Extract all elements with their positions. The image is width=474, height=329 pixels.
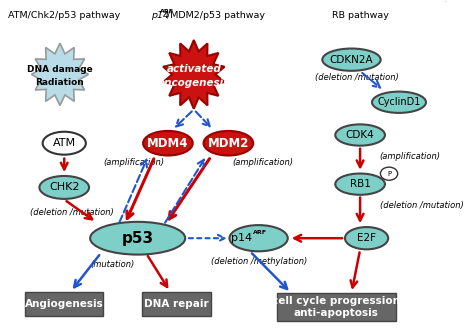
Ellipse shape [335,124,385,146]
Text: RB pathway: RB pathway [332,11,389,20]
Text: Radiation: Radiation [36,78,84,87]
Text: ARF: ARF [160,9,174,14]
Polygon shape [163,40,225,109]
Text: Angiogenesis: Angiogenesis [25,299,104,309]
Ellipse shape [345,227,388,249]
Text: p53: p53 [122,231,154,246]
Ellipse shape [229,225,288,251]
Text: ATM: ATM [53,138,76,148]
Text: ATM/Chk2/p53 pathway: ATM/Chk2/p53 pathway [8,11,120,20]
FancyBboxPatch shape [25,291,103,316]
Text: (deletion /mutation): (deletion /mutation) [30,208,113,216]
Ellipse shape [335,173,385,195]
Text: (deletion /methylation): (deletion /methylation) [211,257,307,266]
Polygon shape [31,43,89,106]
Text: CDKN2A: CDKN2A [329,55,374,65]
Text: E2F: E2F [357,233,376,243]
Text: CyclinD1: CyclinD1 [377,97,420,107]
Text: CHK2: CHK2 [49,183,80,192]
Ellipse shape [203,131,253,156]
Text: P: P [387,171,391,177]
Ellipse shape [43,132,86,155]
Ellipse shape [143,131,193,156]
Text: (deletion /mutation): (deletion /mutation) [315,73,399,82]
Ellipse shape [322,48,381,71]
Text: DNA damage: DNA damage [27,65,93,74]
Text: (amplification): (amplification) [380,152,440,161]
Text: /MDM2/p53 pathway: /MDM2/p53 pathway [167,11,265,20]
Text: (amplification): (amplification) [103,158,164,167]
Ellipse shape [39,176,89,199]
Text: p14: p14 [151,11,169,20]
Circle shape [381,167,398,180]
Text: cell cycle progression
anti-apoptosis: cell cycle progression anti-apoptosis [273,296,401,318]
Text: RB1: RB1 [350,179,371,189]
Text: oncogenesis: oncogenesis [158,78,230,88]
Text: p14: p14 [231,233,252,243]
Text: MDM4: MDM4 [147,137,189,150]
Text: (amplification): (amplification) [233,158,294,167]
Text: (mutation): (mutation) [90,260,135,269]
Ellipse shape [372,91,426,113]
Text: (deletion /mutation): (deletion /mutation) [380,201,463,210]
Text: MDM2: MDM2 [208,137,249,150]
FancyBboxPatch shape [10,0,450,329]
Text: ARF: ARF [253,230,266,235]
FancyBboxPatch shape [142,291,211,316]
FancyBboxPatch shape [277,292,396,321]
Text: CDK4: CDK4 [346,130,374,140]
Text: DNA repair: DNA repair [144,299,209,309]
Text: activated: activated [166,63,221,73]
Ellipse shape [90,222,185,255]
